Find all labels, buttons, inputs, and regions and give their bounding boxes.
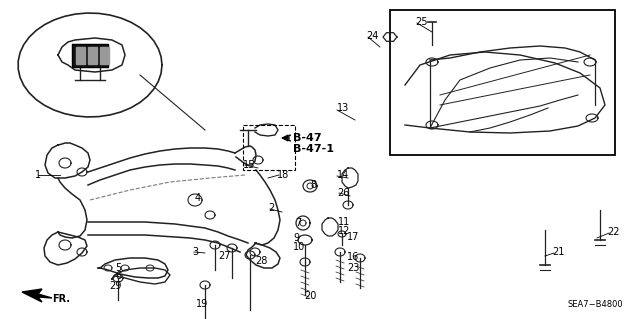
Text: B-47-1: B-47-1 [293,144,334,154]
Polygon shape [76,47,85,64]
Text: 19: 19 [196,299,208,309]
Text: 8: 8 [310,180,316,190]
Text: B-47: B-47 [293,133,322,143]
Text: 18: 18 [277,170,289,180]
Bar [390,10,615,155]
Text: 14: 14 [337,170,349,180]
Text: 11: 11 [338,217,350,227]
Text: 12: 12 [338,226,350,236]
Text: 2: 2 [268,203,275,213]
Text: 20: 20 [304,291,316,301]
Text: 10: 10 [293,242,305,252]
Text: FR.: FR. [52,294,70,304]
Polygon shape [100,47,109,64]
Polygon shape [88,47,97,64]
Text: 21: 21 [552,247,564,257]
Text: SEA7−B4800: SEA7−B4800 [567,300,623,309]
Text: 7: 7 [295,218,301,228]
Text: 26: 26 [337,188,349,198]
Text: 28: 28 [255,256,268,266]
Text: 9: 9 [293,233,299,243]
Text: 24: 24 [366,31,378,41]
Text: 6: 6 [115,271,121,281]
Text: 5: 5 [115,263,121,273]
Text: 1: 1 [35,170,41,180]
Text: 16: 16 [347,252,359,262]
Text: 22: 22 [607,227,620,237]
Text: 15: 15 [243,160,255,170]
Text: 13: 13 [337,103,349,113]
Text: 4: 4 [195,193,201,203]
Text: 29: 29 [109,281,122,291]
Text: 23: 23 [347,263,360,273]
Bar [243,125,295,170]
Polygon shape [72,44,108,67]
Text: 27: 27 [218,251,230,261]
Polygon shape [22,289,52,302]
Text: 3: 3 [192,247,198,257]
Text: 17: 17 [347,232,360,242]
Text: 25: 25 [415,17,428,27]
